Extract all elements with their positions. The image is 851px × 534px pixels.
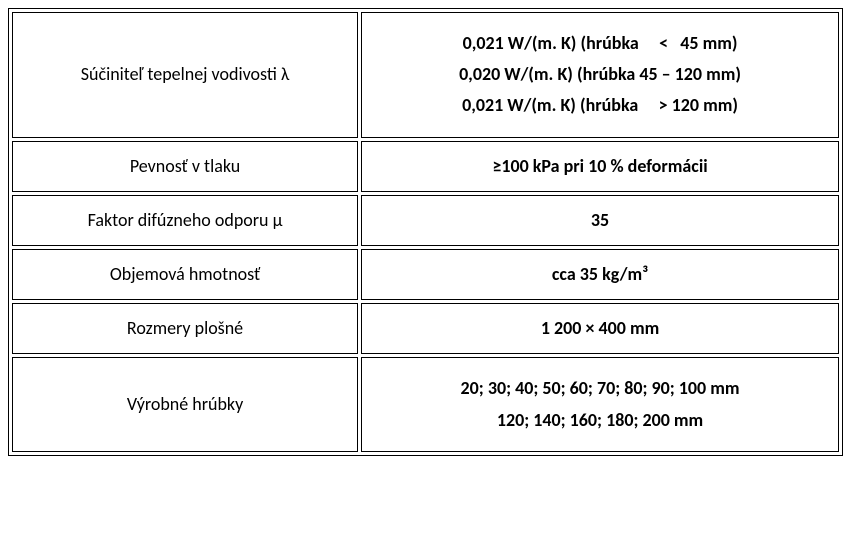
row-label: Faktor difúzneho odporu μ: [12, 195, 358, 246]
row-label: Výrobné hrúbky: [12, 357, 358, 451]
row-label: Rozmery plošné: [12, 303, 358, 354]
row-value: ≥100 kPa pri 10 % deformácii: [361, 141, 839, 192]
row-value: 0,021 W/(m. K) (hrúbka < 45 mm) 0,020 W/…: [361, 12, 839, 138]
table-row: Rozmery plošné 1 200 × 400 mm: [12, 303, 839, 354]
value-line: 0,021 W/(m. K) (hrúbka > 120 mm): [372, 93, 828, 118]
table-row: Objemová hmotnosť cca 35 kg/m³: [12, 249, 839, 300]
table-row: Výrobné hrúbky 20; 30; 40; 50; 60; 70; 8…: [12, 357, 839, 451]
row-label: Objemová hmotnosť: [12, 249, 358, 300]
value-line: 0,020 W/(m. K) (hrúbka 45 – 120 mm): [372, 62, 828, 87]
value-line: 120; 140; 160; 180; 200 mm: [372, 408, 828, 433]
row-value: 1 200 × 400 mm: [361, 303, 839, 354]
value-line: 20; 30; 40; 50; 60; 70; 80; 90; 100 mm: [372, 376, 828, 401]
row-value: cca 35 kg/m³: [361, 249, 839, 300]
table-row: Súčiniteľ tepelnej vodivosti λ 0,021 W/(…: [12, 12, 839, 138]
table-row: Faktor difúzneho odporu μ 35: [12, 195, 839, 246]
row-label: Súčiniteľ tepelnej vodivosti λ: [12, 12, 358, 138]
properties-table: Súčiniteľ tepelnej vodivosti λ 0,021 W/(…: [8, 8, 843, 456]
row-value: 35: [361, 195, 839, 246]
value-line: 0,021 W/(m. K) (hrúbka < 45 mm): [372, 31, 828, 56]
table-row: Pevnosť v tlaku ≥100 kPa pri 10 % deform…: [12, 141, 839, 192]
row-label: Pevnosť v tlaku: [12, 141, 358, 192]
row-value: 20; 30; 40; 50; 60; 70; 80; 90; 100 mm 1…: [361, 357, 839, 451]
